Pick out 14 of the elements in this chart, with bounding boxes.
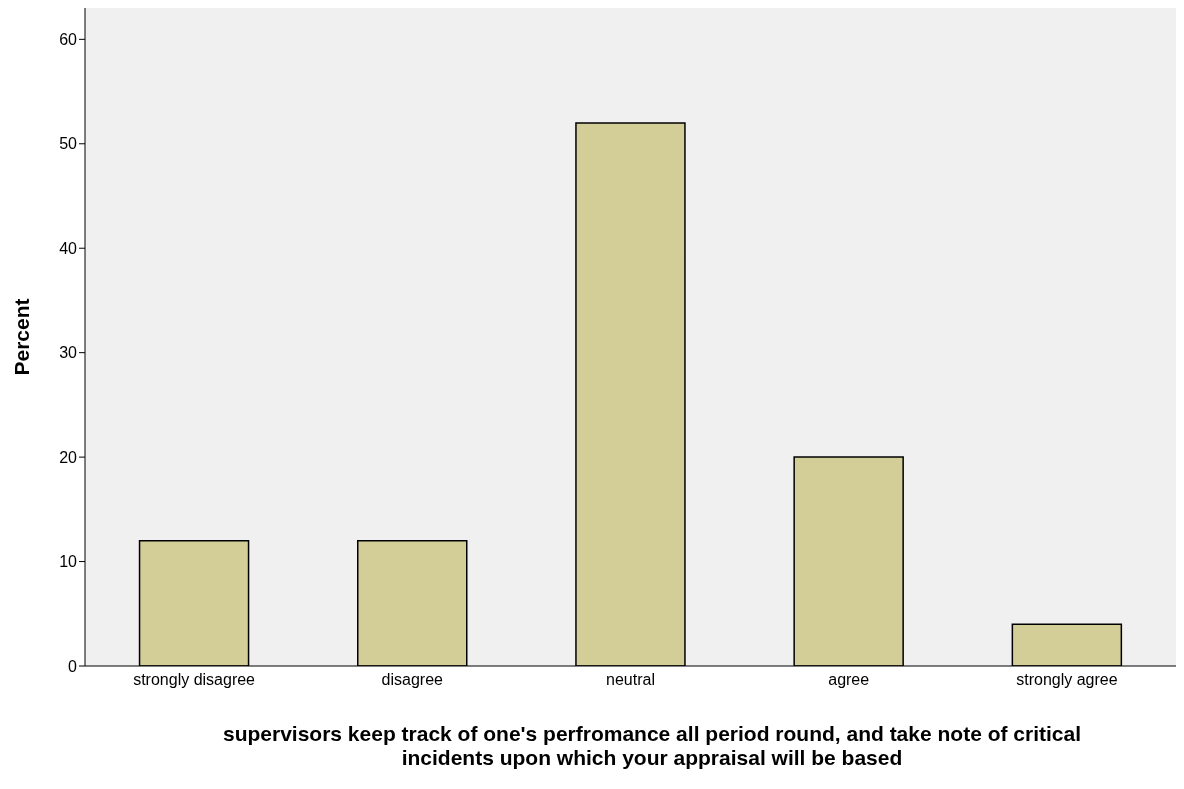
- y-tick-label: 20: [59, 448, 78, 466]
- y-tick-label: 0: [68, 657, 78, 675]
- x-tick-label: strongly agree: [1016, 671, 1118, 689]
- y-tick-label: 30: [59, 344, 78, 362]
- y-tick-label: 50: [59, 135, 78, 153]
- y-tick-label: 60: [59, 31, 78, 49]
- x-tick-label: disagree: [381, 671, 444, 689]
- x-tick-label: neutral: [606, 671, 655, 689]
- x-axis-title: supervisors keep track of one's perfromance all period round, and take note of critical incidents upon which your appraisal will be based: [221, 722, 1083, 770]
- x-tick-label: agree: [828, 671, 870, 689]
- y-tick-label: 10: [59, 553, 78, 571]
- x-tick-label: strongly disagree: [133, 671, 256, 689]
- y-tick-label: 40: [59, 239, 78, 257]
- y-axis-title: Percent: [10, 298, 34, 376]
